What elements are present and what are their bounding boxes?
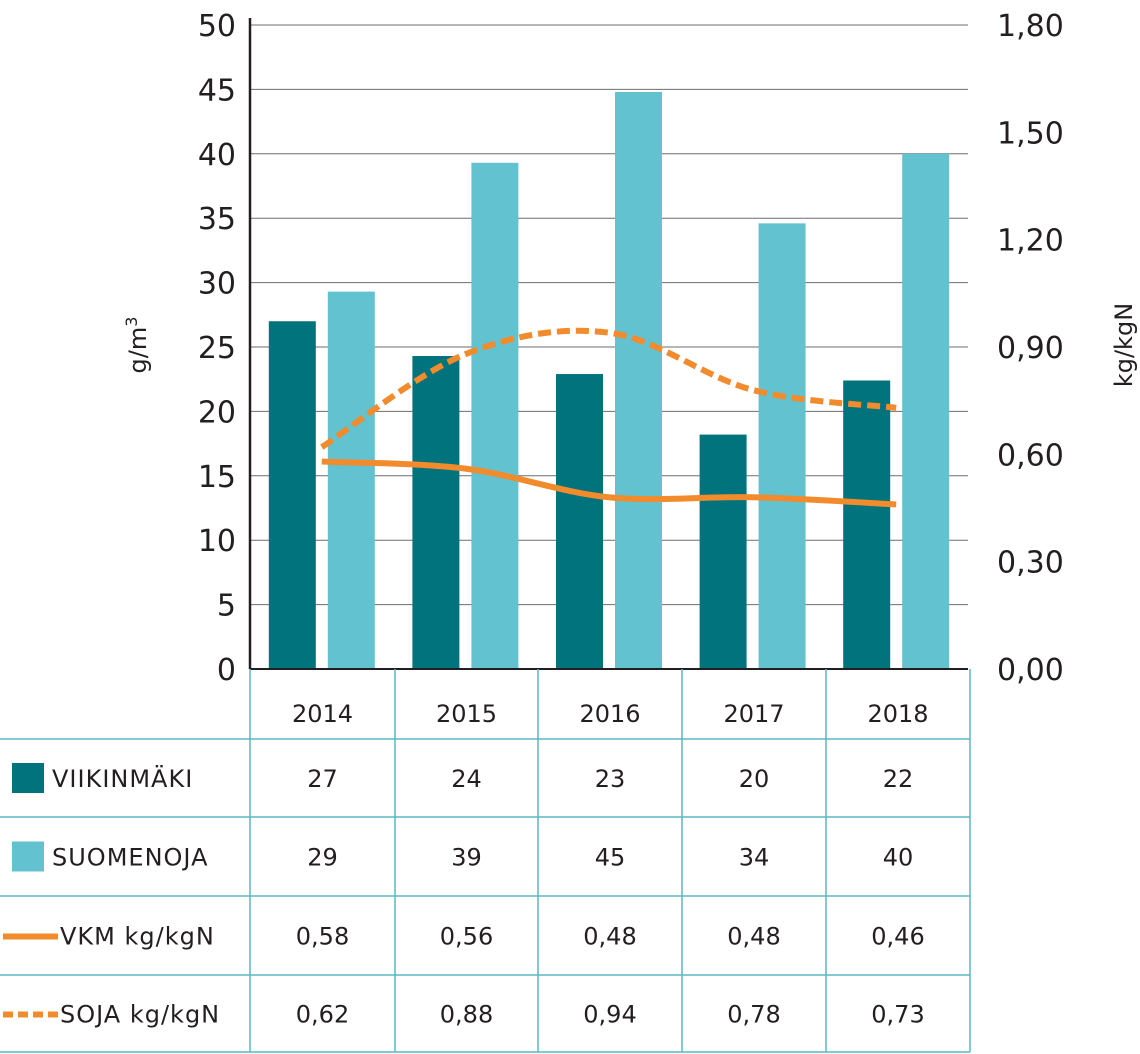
y-right-tick-label: 1,80 [997,9,1064,44]
table-cell-value: 40 [883,844,914,872]
left-axis-ticks: 0 5 10 15 20 25 30 35 40 45 50 [198,9,236,688]
table-cell-value: 0,56 [440,923,493,951]
legend-label: SOJA kg/kgN [60,1001,220,1029]
table-cell-value: 0,58 [296,923,349,951]
y-left-tick-label: 10 [198,524,236,559]
bar-suomenoja-2014 [327,291,375,669]
right-axis-ticks: 0,00 0,30 0,60 0,90 1,20 1,50 1,80 [997,9,1064,688]
y-left-tick-label: 20 [198,395,236,430]
x-tick-label: 2014 [292,700,353,728]
table-cell-value: 27 [307,765,338,793]
bar-viikinm-ki-2018 [843,380,891,669]
legend-swatch [12,841,44,872]
x-tick-label: 2015 [436,700,497,728]
data-table: 2014 2015 2016 2017 2018 VIIKINMÄKI 27 24 23 20 22… [0,669,971,1053]
table-cell-value: 23 [595,765,626,793]
bar-suomenoja-2018 [902,153,950,670]
table-cell-value: 24 [451,765,482,793]
bar-suomenoja-2015 [471,162,519,670]
table-cell-value: 22 [883,765,914,793]
table-cell-value: 34 [739,844,770,872]
line-soja-kg-kgn [320,327,897,450]
y-right-tick-label: 0,90 [997,331,1064,366]
y-left-tick-label: 50 [198,9,236,44]
y-right-tick-label: 1,20 [997,224,1064,259]
y-right-tick-label: 0,60 [997,438,1064,473]
table-cell-value: 45 [595,844,626,872]
table-cell-value: 0,48 [727,923,780,951]
y-right-tick-label: 0,00 [997,653,1064,688]
bar-viikinm-ki-2017 [699,434,747,669]
y-right-tick-label: 1,50 [997,116,1064,151]
table-cell-value: 0,62 [296,1001,349,1029]
table-cell-value: 0,78 [727,1001,780,1029]
bar-suomenoja-2016 [615,91,662,669]
y-right-tick-label: 0,30 [997,546,1064,581]
table-cell-value: 0,46 [871,923,924,951]
table-cell-value: 39 [451,844,482,872]
bar-viikinm-ki-2016 [556,374,603,669]
legend-label: SUOMENOJA [52,844,208,872]
y-left-tick-label: 5 [217,589,236,624]
bar-viikinm-ki-2015 [412,356,460,669]
y-left-tick-label: 25 [198,331,236,366]
x-tick-label: 2016 [579,700,640,728]
legend-swatch [12,763,44,793]
bar-suomenoja-2017 [758,223,806,670]
table-row: VIIKINMÄKI 27 24 23 20 22 [12,763,913,793]
legend-label: VKM kg/kgN [60,923,215,951]
y-left-tick-label: 35 [198,202,236,237]
bar-viikinm-ki-2014 [268,321,316,669]
table-cell-value: 0,73 [871,1001,924,1029]
line-vkm-kg-kgn [321,458,897,508]
y-left-axis-title: g/m3 [122,317,152,374]
y-right-axis-title: kg/kgN [1110,303,1138,387]
trend-lines [320,327,897,508]
y-left-tick-label: 0 [217,653,236,688]
legend-label: VIIKINMÄKI [52,764,193,793]
bars [268,91,950,670]
y-left-tick-label: 45 [198,73,236,108]
y-left-tick-label: 40 [198,138,236,173]
x-tick-label: 2018 [867,700,928,728]
table-cell-value: 0,94 [583,1001,636,1029]
table-row: SUOMENOJA 29 39 45 34 40 [12,841,914,872]
y-left-tick-label: 30 [198,267,236,302]
table-cell-value: 20 [739,765,770,793]
x-tick-label: 2017 [723,700,784,728]
table-row: VKM kg/kgN 0,58 0,56 0,48 0,48 0,46 [3,923,925,951]
table-row: SOJA kg/kgN 0,62 0,88 0,94 0,78 0,73 [3,1001,925,1029]
axes [248,18,968,670]
table-cell-value: 29 [307,844,338,872]
y-left-tick-label: 15 [198,460,236,495]
table-cell-value: 0,88 [440,1001,493,1029]
table-cell-value: 0,48 [583,923,636,951]
